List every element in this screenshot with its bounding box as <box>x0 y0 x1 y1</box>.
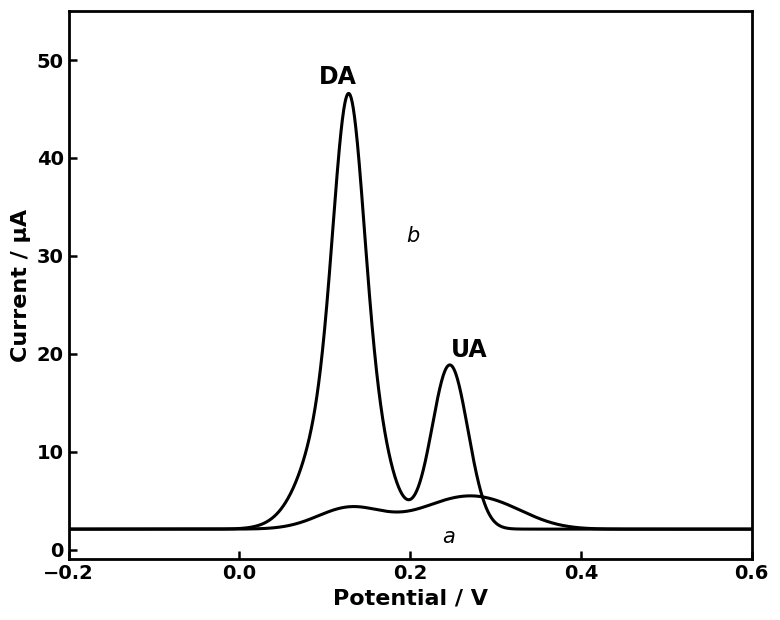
Text: b: b <box>406 226 419 246</box>
X-axis label: Potential / V: Potential / V <box>332 589 488 609</box>
Y-axis label: Current / μA: Current / μA <box>11 209 31 362</box>
Text: UA: UA <box>451 338 488 361</box>
Text: a: a <box>442 527 455 547</box>
Text: DA: DA <box>318 66 356 89</box>
